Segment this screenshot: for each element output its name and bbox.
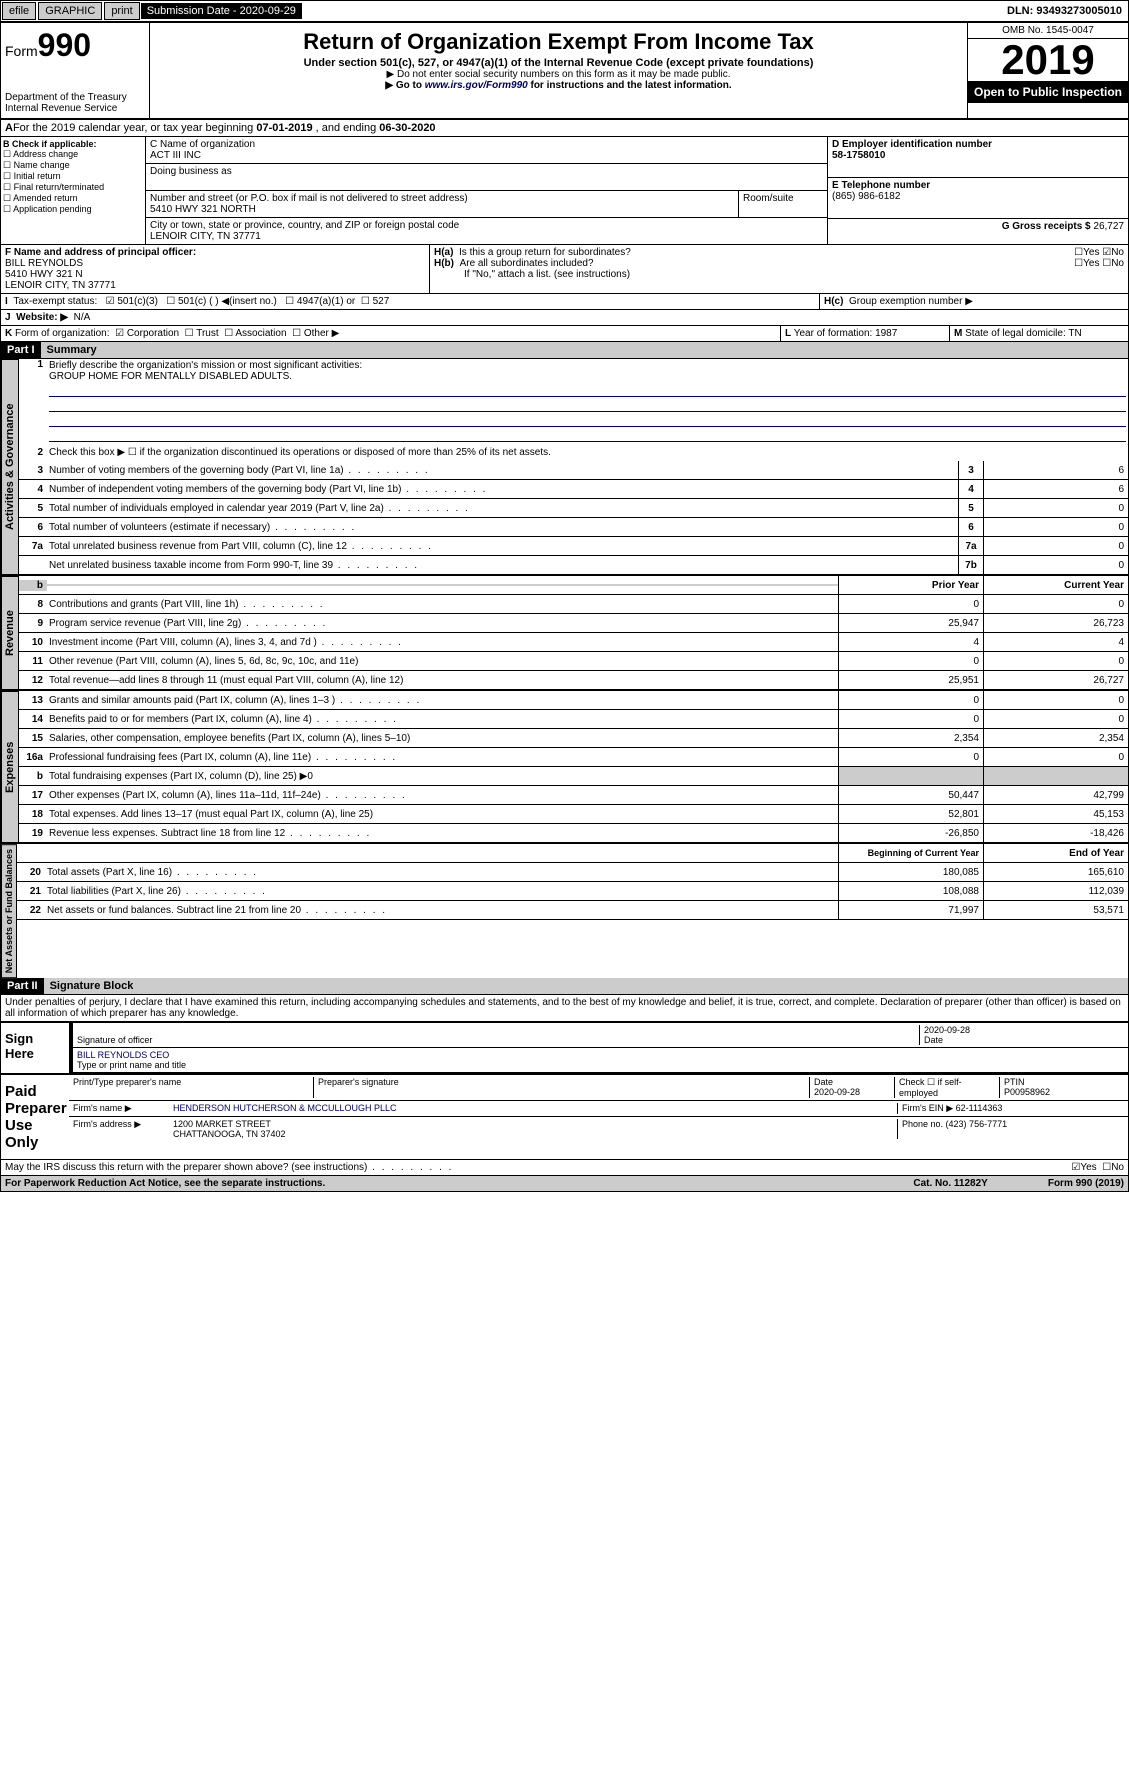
top-toolbar: efile GRAPHIC print Submission Date - 20… <box>0 0 1129 22</box>
submission-date: Submission Date - 2020-09-29 <box>141 3 302 19</box>
vtab-net-assets: Net Assets or Fund Balances <box>1 844 17 978</box>
section-b: B Check if applicable: ☐ Address change … <box>1 137 146 244</box>
form-title: Return of Organization Exempt From Incom… <box>154 29 963 55</box>
header-right: OMB No. 1545-0047 2019 Open to Public In… <box>967 23 1128 118</box>
vtab-governance: Activities & Governance <box>1 359 19 575</box>
header-center: Return of Organization Exempt From Incom… <box>150 23 967 118</box>
section-k: K Form of organization: ☑ Corporation ☐ … <box>1 326 780 341</box>
sign-here: Sign Here Signature of officer2020-09-28… <box>1 1021 1128 1073</box>
efile-link[interactable]: efile <box>2 2 36 20</box>
irs-discuss: May the IRS discuss this return with the… <box>1 1159 1128 1175</box>
tax-period: AFor the 2019 calendar year, or tax year… <box>1 120 1128 137</box>
part-1-header: Part I Summary <box>1 342 1128 359</box>
footer: For Paperwork Reduction Act Notice, see … <box>1 1175 1128 1191</box>
print-btn[interactable]: print <box>104 2 139 20</box>
form-990: Form990 Department of the Treasury Inter… <box>0 22 1129 1192</box>
section-h: H(a) Is this a group return for subordin… <box>430 245 1128 293</box>
graphic-btn[interactable]: GRAPHIC <box>38 2 102 20</box>
dln: DLN: 93493273005010 <box>1001 3 1128 19</box>
section-d-e-g: D Employer identification number58-17580… <box>827 137 1128 244</box>
vtab-expenses: Expenses <box>1 691 19 843</box>
header-left: Form990 Department of the Treasury Inter… <box>1 23 150 118</box>
part-2-header: Part II Signature Block <box>1 978 1128 995</box>
declaration: Under penalties of perjury, I declare th… <box>1 995 1128 1021</box>
irs-link[interactable]: www.irs.gov/Form990 <box>425 80 528 91</box>
section-i: I Tax-exempt status: ☑ 501(c)(3) ☐ 501(c… <box>1 294 819 309</box>
section-j: J Website: ▶ N/A <box>1 310 1128 325</box>
vtab-revenue: Revenue <box>1 576 19 690</box>
section-c: C Name of organizationACT III INC Doing … <box>146 137 827 244</box>
section-f: F Name and address of principal officer:… <box>1 245 430 293</box>
paid-preparer: Paid Preparer Use Only Print/Type prepar… <box>1 1073 1128 1159</box>
